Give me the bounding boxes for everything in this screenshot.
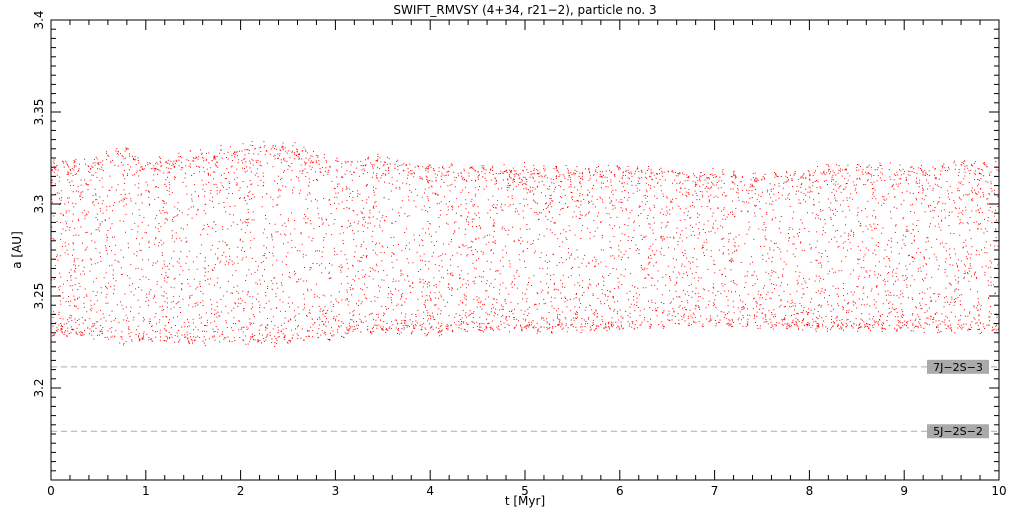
x-tick-label: 5 xyxy=(521,484,529,498)
resonance-lines: 7J−2S−3 5J−2S−2 xyxy=(51,359,999,439)
y-tick-label: 3.3 xyxy=(32,194,46,213)
resonance-label: 7J−2S−3 xyxy=(933,361,983,374)
x-tick-label: 7 xyxy=(711,484,719,498)
y-tick-label: 3.35 xyxy=(32,99,46,126)
x-tick-label: 1 xyxy=(142,484,150,498)
x-tick-labels: 0 1 2 3 4 5 6 7 8 9 10 xyxy=(47,484,1006,498)
axis-ticks xyxy=(50,19,1000,481)
x-tick-label: 6 xyxy=(616,484,624,498)
x-tick-label: 10 xyxy=(991,484,1006,498)
x-axis-label: t [Myr] xyxy=(505,494,545,508)
x-tick-label: 9 xyxy=(900,484,908,498)
chart-title: SWIFT_RMVSY (4+34, r21−2), particle no. … xyxy=(393,3,656,17)
scatter-points xyxy=(51,141,1000,347)
resonance-label: 5J−2S−2 xyxy=(933,425,983,438)
x-tick-label: 4 xyxy=(426,484,434,498)
x-tick-label: 0 xyxy=(47,484,55,498)
scatter-cloud xyxy=(51,141,1000,347)
y-axis-label: a [AU] xyxy=(10,231,24,269)
y-tick-label: 3.4 xyxy=(32,10,46,29)
y-tick-label: 3.2 xyxy=(32,378,46,397)
x-tick-label: 3 xyxy=(332,484,340,498)
x-tick-label: 2 xyxy=(237,484,245,498)
y-tick-label: 3.25 xyxy=(32,283,46,310)
resonance-label-box xyxy=(927,359,989,374)
y-tick-labels: 3.2 3.25 3.3 3.35 3.4 xyxy=(32,10,46,397)
plot-frame xyxy=(50,19,1000,481)
x-tick-label: 8 xyxy=(806,484,814,498)
resonance-label-box xyxy=(927,424,989,439)
